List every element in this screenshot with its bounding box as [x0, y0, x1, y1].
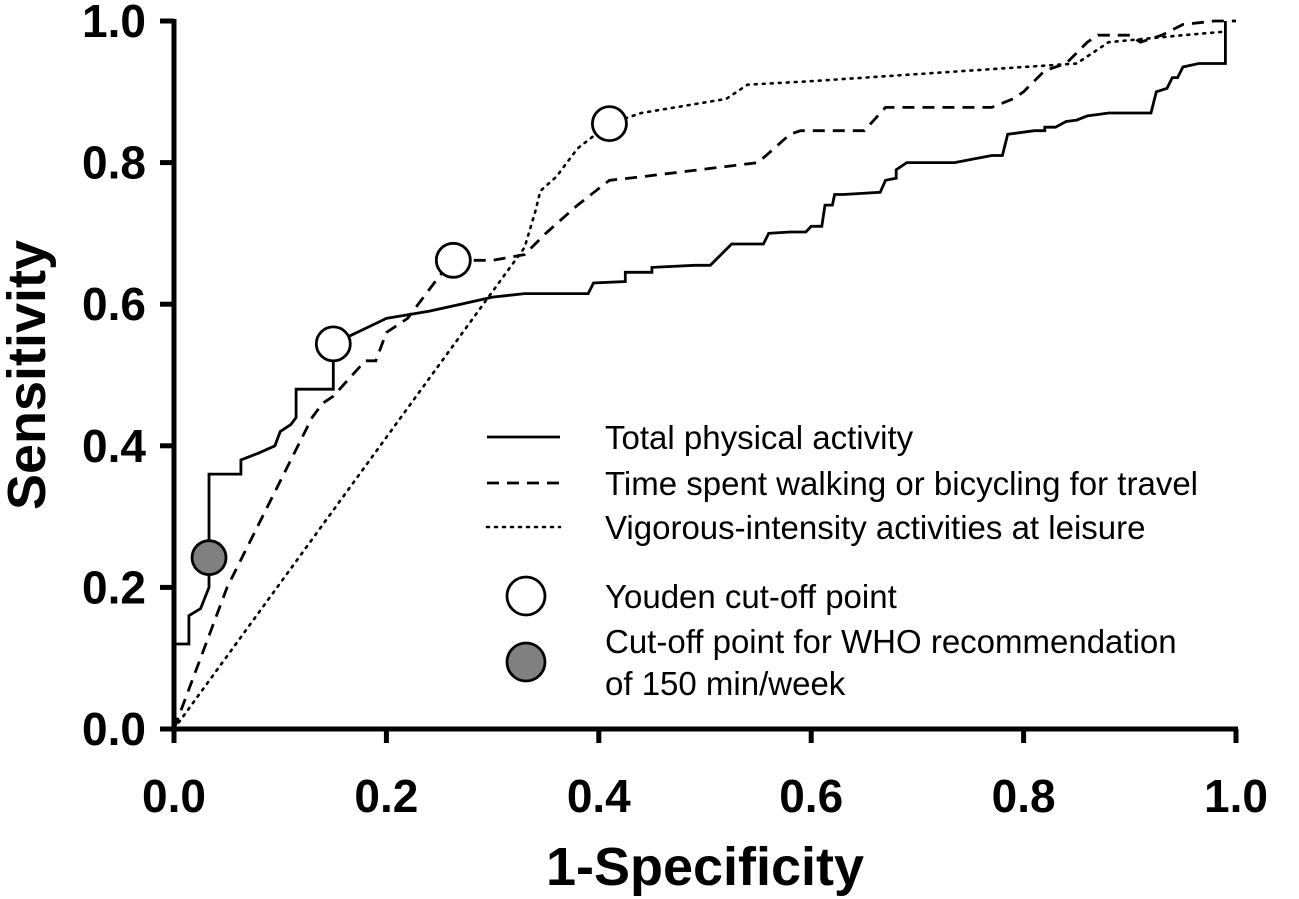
x-tick-label: 0.2: [354, 770, 418, 822]
legend-label-3: Vigorous-intensity activities at leisure: [605, 509, 1145, 546]
legend-who-marker-icon: [505, 641, 547, 683]
legend-marker-label-1: Youden cut-off point: [605, 578, 897, 615]
x-tick-label: 0.8: [992, 770, 1056, 822]
youden-cutoff-marker: [434, 241, 472, 279]
legend-label-2: Time spent walking or bicycling for trav…: [605, 465, 1198, 502]
x-tick-label: 0.0: [142, 770, 206, 822]
y-tick-label: 0.2: [82, 561, 146, 613]
legend-marker-label-2-line2: of 150 min/week: [605, 665, 846, 702]
y-tick-label: 0.6: [82, 278, 146, 330]
y-tick-label: 1.0: [82, 0, 146, 47]
legend-youden-marker-icon: [505, 575, 547, 617]
y-tick-label: 0.4: [82, 420, 146, 472]
cut-off-markers: [190, 105, 628, 577]
series-line-2: [172, 19, 1236, 730]
y-tick-label: 0.8: [82, 137, 146, 189]
series-line-3: [172, 30, 1227, 731]
youden-cutoff-marker: [591, 105, 628, 143]
x-tick-label: 1.0: [1204, 770, 1268, 822]
x-tick-label: 0.4: [567, 770, 631, 822]
x-tick-label: 0.6: [779, 770, 843, 822]
legend: Total physical activity Time spent walkin…: [485, 419, 1198, 702]
youden-cutoff-marker: [314, 325, 352, 363]
legend-marker-label-2: Cut-off point for WHO recommendation: [605, 623, 1177, 660]
series-lines: [172, 19, 1236, 731]
y-axis-title: Sensitivity: [0, 240, 57, 510]
legend-label-1: Total physical activity: [605, 419, 914, 456]
who-cutoff-marker: [190, 539, 228, 577]
x-axis-title: 1-Specificity: [546, 837, 864, 897]
y-tick-label: 0.0: [82, 703, 146, 755]
series-line-1: [172, 21, 1227, 729]
axes: 0.0 0.2 0.4 0.6 0.8 1.0 0.0 0.2 0.4 0.6 0.8 1.0 1-Sp…: [0, 0, 1268, 897]
